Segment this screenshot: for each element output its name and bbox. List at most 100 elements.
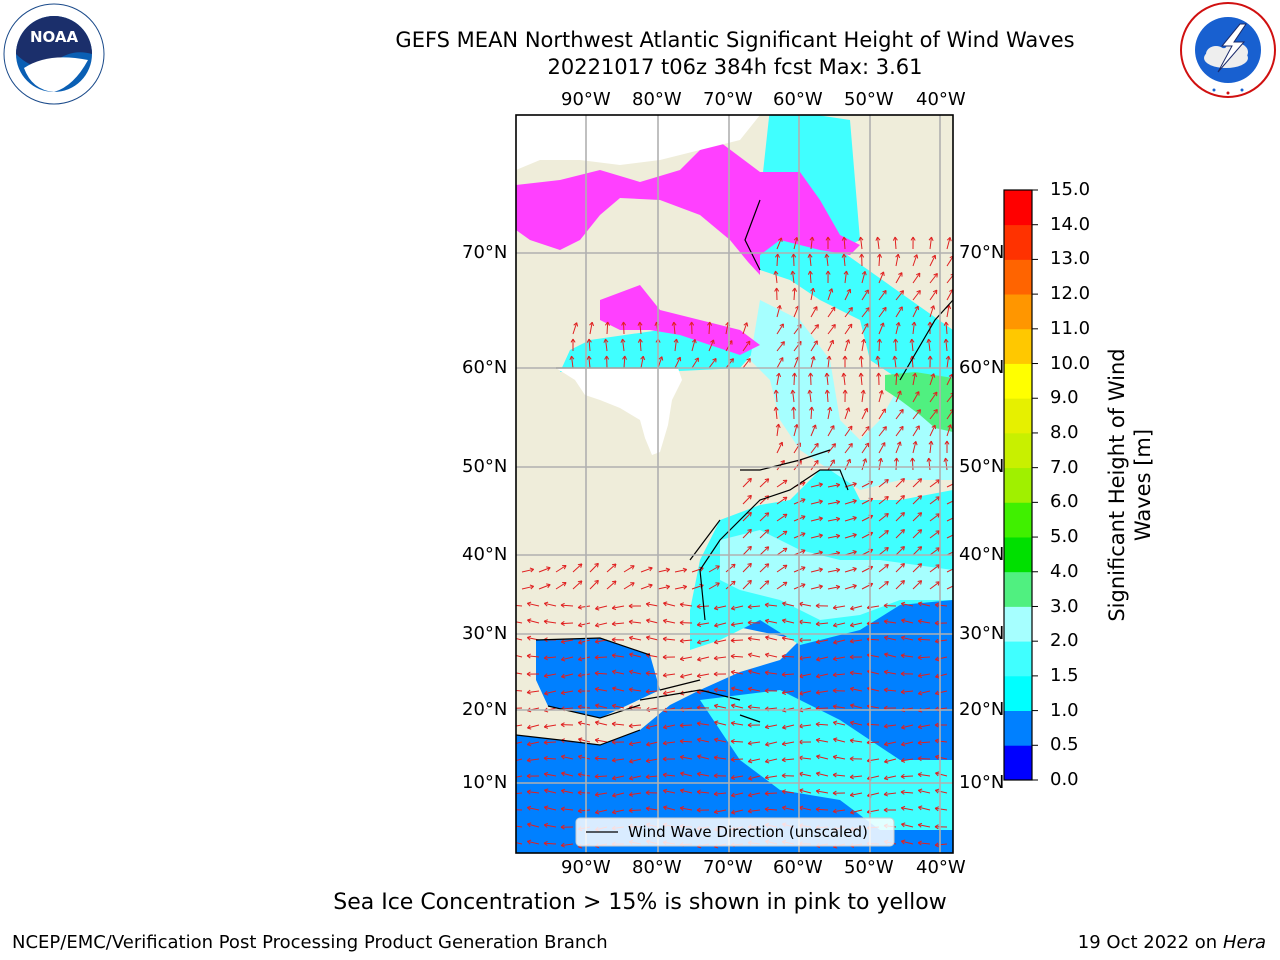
wave-arrow-head — [849, 756, 854, 762]
wave-arrow — [776, 530, 788, 539]
wave-arrow-head — [594, 792, 600, 797]
wave-arrow — [612, 670, 625, 675]
wave-arrow-head — [543, 724, 549, 729]
wave-arrow-head — [830, 425, 835, 430]
wave-arrow — [793, 287, 796, 301]
wave-arrow-head — [934, 656, 940, 662]
wave-arrow — [799, 673, 812, 678]
wave-arrow-head — [510, 792, 514, 796]
wave-arrow — [538, 567, 551, 573]
wave-arrow-head — [912, 441, 918, 446]
wave-arrow-head — [560, 824, 565, 830]
wave-arrow-head — [696, 737, 702, 743]
wave-arrow — [742, 478, 752, 488]
wave-arrow — [816, 690, 829, 694]
wave-arrow-head — [715, 565, 720, 570]
lat-label-left: 70°N — [462, 242, 508, 263]
wave-arrow-head — [510, 619, 514, 623]
wave-arrow — [538, 584, 551, 590]
wave-arrow-head — [543, 655, 548, 661]
chart-title: GEFS MEAN Northwest Atlantic Significant… — [395, 28, 1075, 52]
wave-arrow — [833, 705, 846, 709]
wave-arrow — [866, 723, 880, 726]
wave-arrow — [816, 656, 829, 661]
wave-arrow-head — [881, 442, 886, 447]
wave-arrow — [935, 772, 948, 777]
wave-arrow — [912, 290, 921, 301]
wave-arrow — [844, 534, 857, 539]
wave-arrow-head — [954, 532, 958, 536]
wave-arrow — [833, 721, 846, 726]
wave-arrow-head — [815, 806, 820, 812]
wave-arrow-head — [713, 773, 718, 779]
wave-arrow — [929, 530, 940, 539]
lon-label-bottom: 60°W — [773, 857, 823, 878]
wave-arrow — [884, 636, 897, 641]
wave-arrow-head — [832, 688, 837, 694]
wave-arrow-head — [561, 771, 566, 777]
wave-arrow-head — [691, 339, 697, 344]
wave-arrow — [929, 547, 940, 556]
wave-arrow-head — [696, 807, 701, 813]
wave-arrow — [680, 807, 693, 811]
wave-arrow — [912, 409, 921, 420]
wave-arrow-head — [637, 338, 643, 343]
wave-arrow-head — [812, 424, 817, 429]
wave-arrow — [884, 653, 897, 658]
wave-arrow — [928, 339, 931, 352]
wave-arrow-head — [589, 321, 595, 327]
wave-arrow — [928, 458, 931, 471]
wave-arrow — [714, 689, 727, 692]
wave-arrow — [560, 604, 574, 607]
wave-arrow-head — [747, 636, 752, 642]
wave-arrow — [578, 706, 591, 709]
wave-arrow-head — [943, 338, 949, 343]
wave-arrow — [867, 705, 880, 709]
wave-arrow — [748, 670, 761, 675]
wave-arrow-head — [696, 673, 702, 679]
wave-arrow — [810, 372, 812, 386]
machine-name: Hera — [1222, 932, 1266, 953]
wave-arrow-head — [875, 236, 881, 241]
wave-arrow-head — [526, 601, 532, 607]
wave-arrow-head — [569, 355, 575, 360]
wave-arrow — [918, 673, 931, 677]
wave-arrow-head — [782, 724, 787, 730]
wave-arrow — [878, 547, 889, 556]
wave-arrow-head — [884, 496, 889, 501]
wave-arrow — [894, 356, 897, 369]
wave-arrow-head — [529, 584, 535, 590]
wave-arrow-head — [895, 253, 901, 259]
wave-arrow — [747, 605, 761, 608]
wave-arrow-head — [928, 236, 934, 241]
wave-arrow — [861, 458, 867, 471]
wave-arrow — [878, 290, 887, 301]
map-frame — [515, 114, 954, 854]
wave-arrow — [861, 407, 868, 420]
wave-arrow — [588, 338, 591, 352]
wave-arrow — [792, 271, 795, 284]
wave-arrow-head — [954, 515, 958, 519]
wave-arrow-head — [808, 372, 814, 377]
wave-arrow-head — [696, 639, 702, 645]
wave-arrow — [640, 584, 653, 590]
wave-arrow-head — [526, 635, 532, 641]
wave-arrow — [945, 339, 948, 352]
colorbar-tick-label: 12.0 — [1050, 283, 1091, 305]
wave-arrow-head — [620, 338, 626, 343]
wave-arrow-head — [526, 773, 531, 779]
wave-arrow — [663, 638, 676, 641]
wave-arrow-head — [781, 636, 787, 641]
wave-arrow — [901, 741, 914, 746]
wave-arrow-head — [577, 672, 582, 678]
wave-arrow — [731, 722, 744, 726]
wave-arrow-head — [793, 424, 799, 429]
wave-arrow-head — [892, 236, 898, 241]
wave-arrow-head — [510, 636, 514, 640]
wave-arrow-head — [791, 372, 797, 377]
wave-arrow — [561, 772, 574, 777]
wave-arrow — [628, 809, 642, 812]
wave-arrow — [674, 569, 687, 573]
wave-arrow-head — [917, 636, 922, 642]
wave-arrow — [697, 639, 710, 644]
